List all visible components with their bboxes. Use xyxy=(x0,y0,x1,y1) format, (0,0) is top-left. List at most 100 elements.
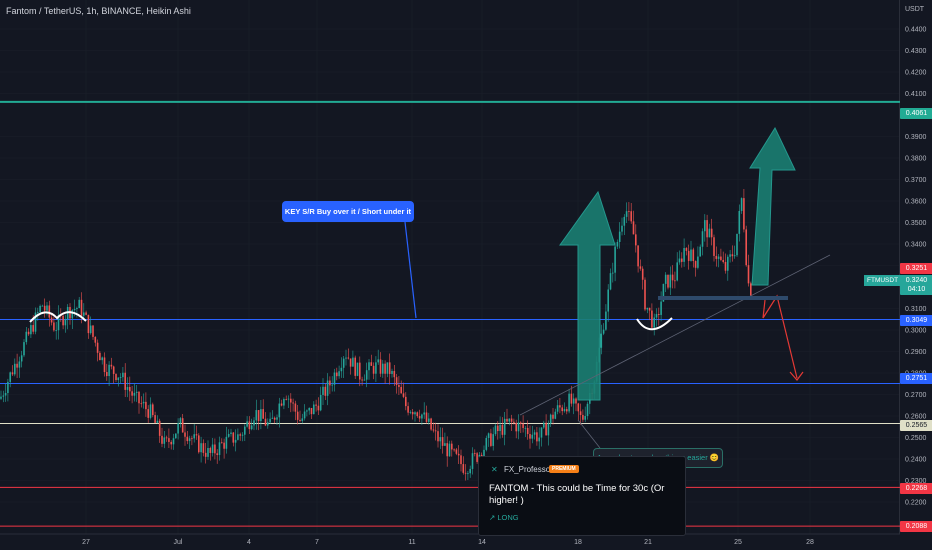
candle-body xyxy=(405,396,407,407)
candle-body xyxy=(115,373,117,381)
candle-body xyxy=(41,305,44,307)
candle-body xyxy=(163,437,166,444)
candle-body xyxy=(425,412,428,422)
y-tick-label: 0.2700 xyxy=(905,392,927,399)
candle-body xyxy=(621,225,623,232)
candle-body xyxy=(292,402,294,404)
candle-body xyxy=(7,381,9,394)
candle-body xyxy=(96,342,99,353)
candle-body xyxy=(257,410,260,422)
candle-body xyxy=(39,305,41,313)
candle-body xyxy=(34,312,37,332)
candle-body xyxy=(375,362,377,374)
candle-body xyxy=(382,363,384,374)
candle-body xyxy=(692,249,695,262)
candle-body xyxy=(244,426,246,435)
candle-body xyxy=(469,468,471,474)
y-tick-label: 0.3400 xyxy=(905,242,927,249)
candle-body xyxy=(513,421,515,423)
candle-body xyxy=(630,211,632,222)
chart-title: Fantom / TetherUS, 1h, BINANCE, Heikin A… xyxy=(6,6,191,16)
candle-body xyxy=(572,398,575,404)
candle-body xyxy=(83,312,85,316)
y-tick-label: 0.2900 xyxy=(905,349,927,356)
candle-body xyxy=(727,256,729,271)
candle-body xyxy=(508,418,511,422)
candle-body xyxy=(32,325,34,332)
candle-body xyxy=(202,443,205,453)
candle-body xyxy=(446,443,448,457)
tag-current: 0.3240 xyxy=(900,275,932,286)
y-tick-label: 0.3700 xyxy=(905,177,927,184)
candle-body xyxy=(43,305,46,311)
x-tick-label: 28 xyxy=(806,539,814,546)
y-tick-label: 0.2200 xyxy=(905,500,927,507)
candle-body xyxy=(554,411,557,419)
candle-body xyxy=(492,434,494,446)
candle-body xyxy=(225,436,228,449)
candle-body xyxy=(250,425,253,430)
candle-body xyxy=(99,352,101,361)
author-name[interactable]: FX_Professor xyxy=(503,465,553,474)
candle-body xyxy=(708,228,711,238)
candle-body xyxy=(510,418,513,422)
candle-body xyxy=(671,274,674,281)
candle-body xyxy=(681,258,683,262)
candle-body xyxy=(460,455,462,465)
candle-body xyxy=(20,355,23,362)
candle-body xyxy=(717,256,720,259)
candle-body xyxy=(685,248,688,251)
candle-body xyxy=(356,362,359,376)
idea-direction: ↗ LONG xyxy=(489,513,519,522)
candle-body xyxy=(556,405,559,412)
candle-body xyxy=(315,404,317,406)
y-tick-label: 0.3000 xyxy=(905,328,927,335)
candle-body xyxy=(538,437,540,442)
candle-body xyxy=(499,425,501,432)
candle-body xyxy=(14,363,16,375)
candle-body xyxy=(211,444,214,453)
y-tick-label: 0.3500 xyxy=(905,220,927,227)
candle-body xyxy=(124,372,126,390)
author-icon: ✕ xyxy=(491,465,498,474)
candle-body xyxy=(133,392,136,396)
candle-body xyxy=(147,409,149,418)
candle-body xyxy=(561,407,563,412)
candle-body xyxy=(200,443,202,453)
candle-body xyxy=(455,449,458,454)
candle-body xyxy=(152,404,154,416)
candle-body xyxy=(177,423,179,434)
candle-body xyxy=(430,418,432,430)
candle-body xyxy=(662,283,665,302)
candle-body xyxy=(223,442,225,449)
candle-body xyxy=(324,386,327,396)
candle-body xyxy=(418,416,421,419)
candle-body xyxy=(738,210,741,234)
candle-body xyxy=(46,305,48,311)
candle-body xyxy=(646,307,649,310)
candle-body xyxy=(145,401,147,410)
red-arrow-head xyxy=(789,371,804,381)
candle-body xyxy=(349,358,352,367)
y-tick-label: 0.2500 xyxy=(905,435,927,442)
bottom-curve xyxy=(636,317,673,331)
candle-body xyxy=(437,431,439,442)
candle-body xyxy=(154,415,156,423)
idea-title[interactable]: FANTOM - This could be Time for 30c (Or … xyxy=(489,483,665,506)
candle-body xyxy=(333,372,336,385)
entry-pointer xyxy=(577,419,601,449)
candle-body xyxy=(607,289,609,312)
candle-body xyxy=(552,414,554,419)
candle-body xyxy=(411,412,414,415)
x-tick-label: 18 xyxy=(574,539,582,546)
y-tick-label: 0.4200 xyxy=(905,70,927,77)
candle-body xyxy=(87,314,90,334)
candle-body xyxy=(524,427,527,429)
author-row[interactable]: ✕ FX_Professor xyxy=(491,465,553,474)
idea-card[interactable]: ✕ FX_Professor PREMIUM FANTOM - This cou… xyxy=(478,456,686,536)
candle-body xyxy=(308,407,310,411)
candle-body xyxy=(432,429,435,431)
candle-body xyxy=(453,449,455,451)
candle-body xyxy=(158,420,161,436)
